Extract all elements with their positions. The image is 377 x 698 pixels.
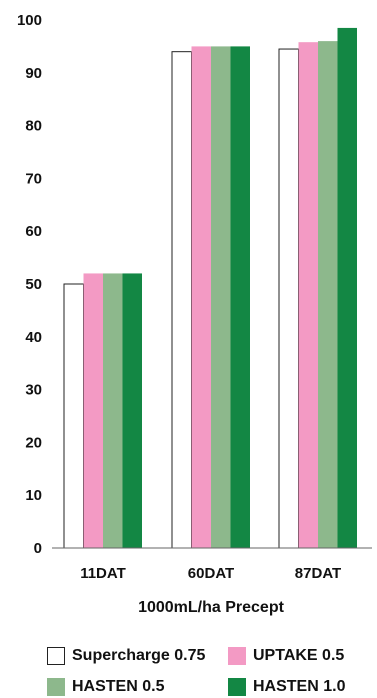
bar-hasten-1-0-11dat xyxy=(122,273,142,548)
bar-hasten-1-0-87dat xyxy=(337,27,357,549)
legend-label-hasten-10: HASTEN 1.0 xyxy=(253,678,346,695)
y-tick-label: 90 xyxy=(25,65,42,82)
bar-chart: 0 10 20 30 40 50 60 70 80 90 100 11DAT 60DAT 87DAT 1… xyxy=(17,12,372,616)
y-tick-label: 70 xyxy=(25,170,42,187)
y-tick-label: 50 xyxy=(25,276,42,293)
y-axis-ticks: 0 10 20 30 40 50 60 70 80 90 100 xyxy=(17,12,42,557)
category-label: 11DAT xyxy=(80,565,126,582)
bar-hasten-0-5-87dat xyxy=(318,41,338,549)
category-label: 60DAT xyxy=(188,565,234,582)
bar-supercharge-0-75-87dat xyxy=(278,48,299,549)
bar-uptake-0-5-60dat xyxy=(191,46,211,549)
legend-swatch-supercharge xyxy=(47,647,65,665)
bar-supercharge-0-75-60dat xyxy=(171,51,192,549)
y-tick-label: 20 xyxy=(25,434,42,451)
category-labels: 11DAT 60DAT 87DAT xyxy=(80,565,341,582)
x-axis-title: 1000mL/ha Precept xyxy=(138,599,285,616)
y-tick-label: 60 xyxy=(25,223,42,240)
legend-swatch-uptake xyxy=(228,647,246,665)
y-tick-label: 100 xyxy=(17,12,42,29)
legend-swatch-hasten-05 xyxy=(47,678,65,696)
bar-supercharge-0-75-11dat xyxy=(63,283,84,549)
y-tick-label: 80 xyxy=(25,118,42,135)
legend-item-supercharge: Supercharge 0.75 xyxy=(47,645,205,667)
legend-label-uptake: UPTAKE 0.5 xyxy=(253,647,345,664)
y-tick-label: 10 xyxy=(25,487,42,504)
category-label: 87DAT xyxy=(295,565,341,582)
y-tick-label: 30 xyxy=(25,382,42,399)
legend-label-hasten-05: HASTEN 0.5 xyxy=(72,678,165,695)
bars xyxy=(63,27,357,549)
legend-label-supercharge: Supercharge 0.75 xyxy=(72,647,206,664)
y-tick-label: 40 xyxy=(25,329,42,346)
bar-hasten-0-5-60dat xyxy=(211,46,231,549)
legend-item-hasten-05: HASTEN 0.5 xyxy=(47,676,164,698)
bar-hasten-0-5-11dat xyxy=(103,273,123,548)
legend-swatch-hasten-10 xyxy=(228,678,246,696)
legend-item-uptake: UPTAKE 0.5 xyxy=(228,645,344,667)
y-tick-label: 0 xyxy=(34,540,42,557)
bar-uptake-0-5-11dat xyxy=(83,273,103,548)
legend-item-hasten-10: HASTEN 1.0 xyxy=(228,676,345,698)
bar-hasten-1-0-60dat xyxy=(230,46,250,549)
bar-uptake-0-5-87dat xyxy=(298,42,318,549)
